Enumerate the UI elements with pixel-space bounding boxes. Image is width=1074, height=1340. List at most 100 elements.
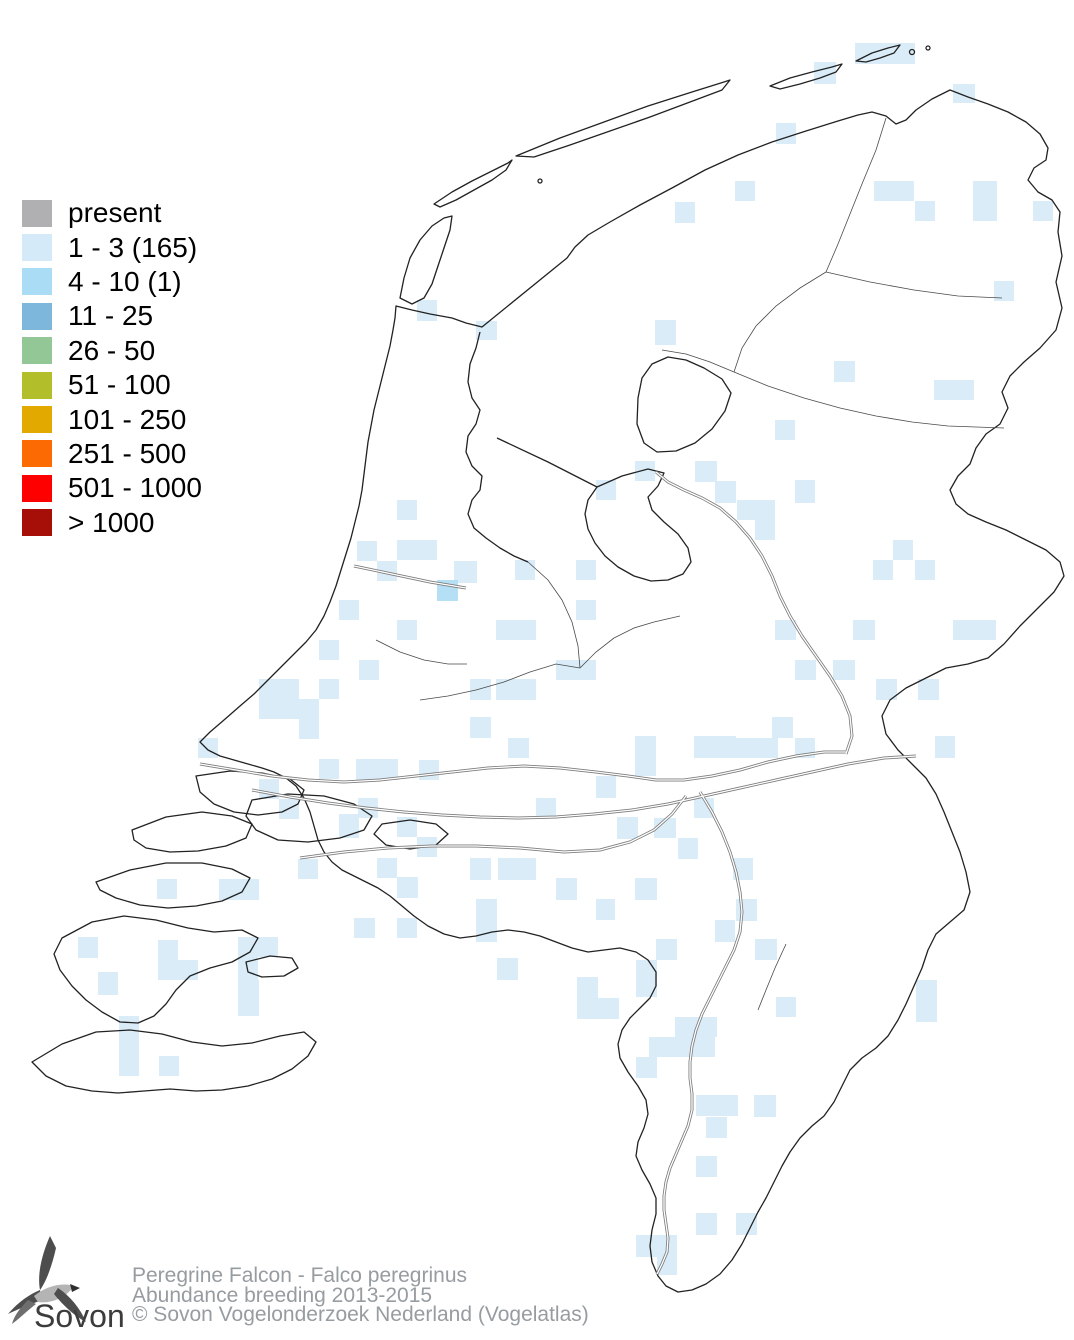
legend-label: 1 - 3 (165) [68, 231, 198, 263]
grid-cell-1-3 [598, 998, 619, 1019]
grid-cell-4-10 [437, 580, 458, 601]
legend-swatch [22, 371, 52, 399]
grid-cell-1-3 [755, 939, 777, 960]
grid-cell-1-3 [736, 738, 778, 758]
grid-cell-1-3 [556, 660, 596, 680]
grid-cell-1-3 [636, 1235, 657, 1257]
grid-cell-1-3 [178, 960, 198, 980]
grid-cell-1-3 [715, 920, 735, 942]
grid-cell-1-3 [775, 620, 796, 640]
grid-cell-1-3 [219, 879, 259, 900]
grid-cell-1-3 [874, 181, 914, 201]
legend-swatch [22, 302, 52, 330]
grid-cell-1-3 [776, 997, 796, 1017]
grid-cell-1-3 [417, 300, 437, 321]
grid-cell-1-3 [736, 899, 757, 921]
grid-cell-1-3 [834, 361, 855, 382]
grid-cell-1-3 [238, 957, 258, 980]
grid-cell-1-3 [953, 620, 996, 640]
grid-cell-1-3 [198, 738, 218, 758]
grid-cell-1-3 [476, 321, 497, 340]
grid-cell-1-3 [259, 779, 279, 799]
legend-label: 501 - 1000 [68, 472, 202, 504]
legend-label: 251 - 500 [68, 437, 187, 469]
grid-cell-1-3 [885, 43, 915, 64]
legend-label: 26 - 50 [68, 334, 156, 366]
grid-cell-1-3 [299, 699, 319, 719]
legend-label: 101 - 250 [68, 403, 187, 435]
grid-cell-1-3 [876, 679, 897, 700]
grid-cell-1-3 [515, 560, 535, 580]
grid-cell-1-3 [635, 461, 655, 481]
grid-cell-1-3 [655, 320, 676, 345]
grid-cell-1-3 [238, 937, 278, 957]
legend-label: 51 - 100 [68, 369, 171, 401]
legend-row-6: 101 - 250 [22, 402, 202, 436]
grid-cell-1-3 [915, 560, 935, 580]
grid-cell-1-3 [419, 760, 439, 780]
legend-row-7: 251 - 500 [22, 437, 202, 471]
grid-cell-1-3 [78, 937, 98, 958]
grid-cell-1-3 [776, 123, 796, 144]
grid-cell-1-3 [636, 1057, 657, 1078]
grid-cell-1-3 [795, 480, 815, 503]
grid-cell-1-3 [696, 1095, 717, 1116]
grid-cell-1-3 [853, 620, 875, 640]
legend-swatch [22, 474, 52, 502]
grid-cell-1-3 [695, 461, 717, 482]
grid-cell-1-3 [918, 679, 939, 700]
grid-cell-1-3 [675, 1017, 717, 1037]
grid-cell-1-3 [694, 736, 736, 758]
grid-cell-1-3 [397, 540, 437, 560]
sovon-logo-text: Sovon [34, 1298, 125, 1334]
grid-cell-1-3 [98, 972, 118, 995]
grid-cell-1-3 [319, 759, 339, 779]
grid-cell-1-3 [649, 1037, 715, 1057]
grid-cell-1-3 [536, 798, 556, 818]
grid-cell-1-3 [298, 859, 318, 879]
grid-cell-1-3 [596, 480, 616, 500]
grid-cell-1-3 [319, 640, 339, 660]
caption-species: Peregrine Falcon - Falco peregrinus [132, 1264, 467, 1287]
legend-swatch [22, 268, 52, 296]
legend-row-9: > 1000 [22, 506, 202, 540]
grid-cell-1-3 [377, 561, 397, 581]
grid-cell-1-3 [915, 201, 935, 221]
grid-cell-1-3 [470, 717, 491, 738]
grid-cell-1-3 [596, 776, 616, 798]
legend-swatch [22, 337, 52, 365]
grid-cell-1-3 [119, 1016, 139, 1076]
grid-cell-1-3 [470, 679, 491, 700]
legend-row-5: 51 - 100 [22, 368, 202, 402]
grid-cell-1-3 [397, 500, 417, 520]
grid-cell-1-3 [717, 1095, 738, 1116]
legend-label: 4 - 10 (1) [68, 265, 182, 297]
grid-cell-1-3 [737, 500, 757, 520]
grid-cell-1-3 [496, 679, 536, 700]
grid-cell-1-3 [498, 858, 536, 880]
caption-copyright: © Sovon Vogelonderzoek Nederland (Vogela… [132, 1303, 589, 1326]
legend-swatch [22, 199, 52, 227]
grid-cell-1-3 [319, 679, 339, 699]
legend-row-1: 1 - 3 (165) [22, 230, 202, 264]
grid-cell-1-3 [259, 679, 299, 719]
grid-cell-1-3 [497, 958, 518, 980]
grid-cell-1-3 [893, 540, 913, 560]
legend-label: present [68, 197, 162, 229]
grid-cell-1-3 [577, 977, 598, 1019]
grid-cell-1-3 [238, 980, 259, 1016]
grid-cell-1-3 [339, 814, 359, 838]
legend-label: 11 - 25 [68, 300, 154, 332]
grid-cell-1-3 [576, 560, 596, 580]
grid-cell-1-3 [772, 717, 793, 738]
grid-cell-1-3 [735, 181, 755, 201]
grid-cell-1-3 [755, 500, 775, 540]
grid-cell-1-3 [696, 1156, 717, 1177]
grid-cell-1-3 [397, 817, 417, 837]
grid-cell-1-3 [706, 1117, 727, 1138]
grid-cell-1-3 [508, 738, 529, 758]
grid-cell-1-3 [158, 940, 178, 980]
grid-cell-1-3 [496, 620, 536, 640]
sovon-swallow-icon [8, 1236, 86, 1324]
grid-cell-1-3 [733, 858, 753, 880]
